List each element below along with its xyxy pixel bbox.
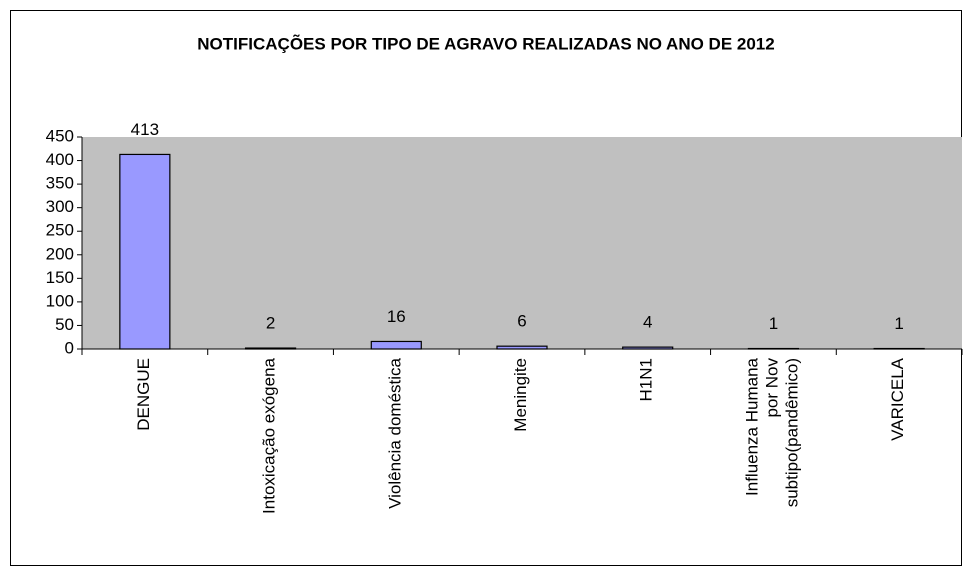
x-tick-label: Violência doméstica <box>386 357 405 508</box>
y-tick-label: 400 <box>46 150 74 169</box>
bar <box>119 153 171 350</box>
y-tick-label: 300 <box>46 197 74 216</box>
data-label: 2 <box>266 314 275 333</box>
data-label: 413 <box>131 120 159 139</box>
bar <box>370 340 422 350</box>
data-label: 4 <box>643 313 652 332</box>
y-tick-label: 0 <box>65 338 74 357</box>
x-tick-label: Intoxicação exógena <box>260 357 279 513</box>
y-tick-label: 150 <box>46 268 74 287</box>
plot-area <box>82 137 962 349</box>
bar <box>622 346 674 350</box>
data-label: 6 <box>517 312 526 331</box>
x-tick-label: DENGUE <box>134 358 153 431</box>
x-tick-label: Meningite <box>511 358 530 432</box>
chart-title: NOTIFICAÇÕES POR TIPO DE AGRAVO REALIZAD… <box>197 33 774 53</box>
bar <box>244 347 297 350</box>
bar <box>496 345 548 350</box>
y-tick-label: 200 <box>46 244 74 263</box>
y-tick-label: 450 <box>46 126 74 145</box>
data-label: 1 <box>769 314 778 333</box>
y-tick-label: 50 <box>55 315 74 334</box>
data-label: 1 <box>894 314 903 333</box>
x-tick-label: VARICELA <box>889 357 908 440</box>
y-tick-label: 350 <box>46 174 74 193</box>
y-tick-label: 250 <box>46 221 74 240</box>
x-tick-label: Influenza Humana por Nov subtipo(pandêmi… <box>743 357 802 512</box>
x-tick-label: H1N1 <box>637 358 656 401</box>
data-label: 16 <box>387 307 406 326</box>
y-tick-label: 100 <box>46 291 74 310</box>
